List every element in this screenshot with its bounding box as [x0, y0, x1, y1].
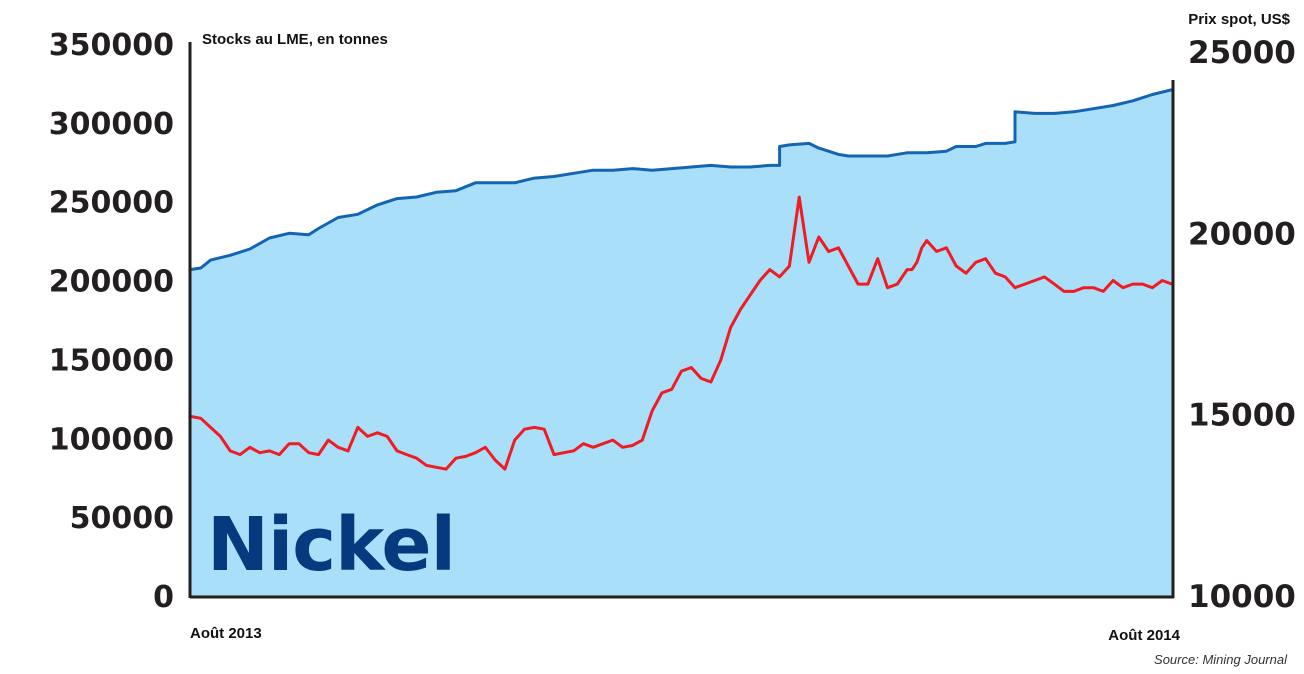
chart-title: Nickel — [207, 502, 455, 588]
left-tick-label: 200000 — [49, 265, 174, 300]
left-tick-label: 250000 — [49, 186, 174, 221]
source-label: Source: Mining Journal — [1154, 652, 1288, 667]
stocks-area-fill — [191, 89, 1172, 596]
left-axis-label: Stocks au LME, en tonnes — [202, 31, 388, 48]
left-tick-label: 100000 — [49, 422, 174, 457]
x-start-label: Août 2013 — [190, 625, 262, 642]
right-tick-label: 15000 — [1188, 398, 1296, 434]
left-axis-ticks: 350000 300000 250000 200000 150000 100000 5000… — [49, 28, 174, 615]
left-tick-label: 150000 — [49, 343, 174, 378]
right-tick-label: 25000 — [1188, 35, 1296, 71]
left-tick-label: 350000 — [49, 28, 174, 63]
stocks-line — [190, 88, 1173, 271]
right-tick-label: 20000 — [1188, 216, 1296, 252]
left-tick-label: 50000 — [70, 501, 174, 536]
right-axis-ticks: 25000 20000 15000 10000 — [1188, 35, 1296, 615]
left-tick-label: 300000 — [49, 107, 174, 142]
left-tick-label: 0 — [153, 580, 174, 615]
right-axis-label: Prix spot, US$ — [1188, 11, 1290, 28]
x-end-label: Août 2014 — [1108, 627, 1180, 644]
right-tick-label: 10000 — [1188, 579, 1296, 615]
price-line — [190, 195, 1173, 471]
